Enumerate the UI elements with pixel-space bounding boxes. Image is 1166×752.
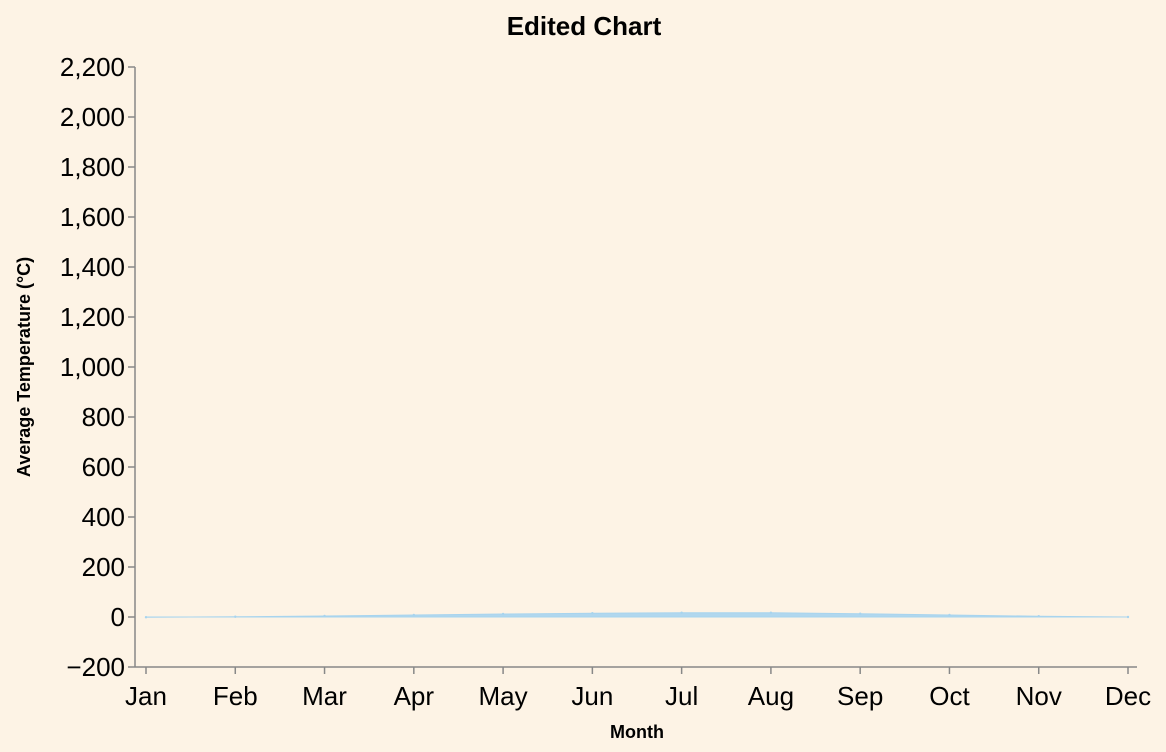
x-tick-label-jan: Jan [125,681,167,711]
y-tick-label: 1,400 [60,252,125,282]
y-tick-label: 0 [111,602,125,632]
x-tick-label-mar: Mar [302,681,347,711]
data-point-dec [1126,615,1130,619]
x-tick-label-nov: Nov [1016,681,1062,711]
area-series-0 [145,612,1129,618]
data-point-mar [323,614,326,618]
data-point-nov [1037,615,1040,618]
y-tick-label: −200 [66,652,125,682]
data-point-oct [948,613,951,617]
x-axis: Jan Feb Mar Apr May Jun Jul Aug Sep Oct Nov Dec [125,666,1151,711]
x-tick-label-jul: Jul [665,681,698,711]
data-point-sep [858,612,862,615]
y-tick-label: 1,000 [60,352,125,382]
x-tick-label-dec: Dec [1105,681,1151,711]
data-point-jan [144,616,148,619]
x-tick-label-apr: Apr [394,681,435,711]
y-tick-label: 2,200 [60,52,125,82]
y-axis-title: Average Temperature (°C) [14,257,34,477]
x-axis-title: Month [610,722,664,742]
y-tick-label: 1,600 [60,202,125,232]
data-point-aug [769,611,773,614]
data-point-may [501,612,505,616]
x-tick-label-oct: Oct [929,681,970,711]
y-tick-label: 600 [82,452,125,482]
y-tick-label: 1,800 [60,152,125,182]
data-point-feb [234,615,237,618]
y-tick-label: 800 [82,402,125,432]
y-tick-label: 1,200 [60,302,125,332]
x-tick-label-sep: Sep [837,681,883,711]
data-point-jul [680,611,683,614]
x-tick-label-aug: Aug [748,681,794,711]
y-tick-label: 2,000 [60,102,125,132]
plot-area [144,611,1130,619]
y-tick-label: 200 [82,552,125,582]
y-tick-label: 400 [82,502,125,532]
data-point-jun [591,612,594,615]
y-axis: −200 0 200 400 600 800 1,000 1,200 1,400 1,600 1,8… [60,52,136,682]
x-tick-label-feb: Feb [213,681,258,711]
chart-title: Edited Chart [507,11,662,41]
x-tick-label-may: May [479,681,528,711]
x-tick-label-jun: Jun [571,681,613,711]
data-point-apr [412,613,416,617]
